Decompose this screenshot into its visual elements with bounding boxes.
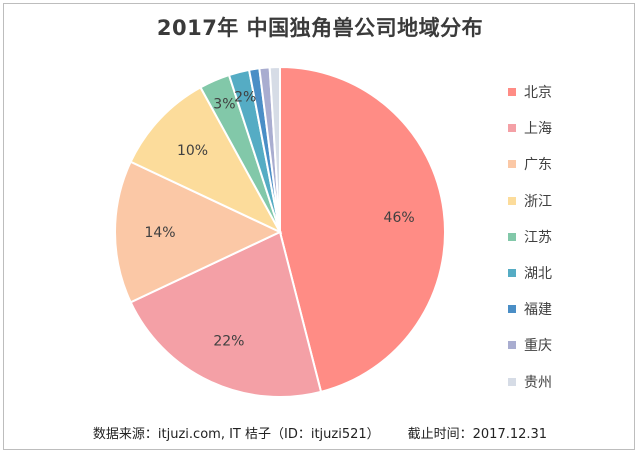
legend-item-3: 广东: [508, 146, 628, 182]
legend-swatch: [508, 88, 516, 97]
legend-item-8: 重庆: [508, 327, 628, 363]
pie-slice-1: [279, 65, 446, 394]
chart-title: 2017年 中国独角兽公司地域分布: [156, 16, 484, 40]
legend-swatch: [508, 305, 516, 314]
legend-label: 浙江: [524, 193, 552, 210]
legend-item-9: 贵州: [508, 364, 628, 400]
cutoff-date: 截止时间：2017.12.31: [407, 427, 548, 442]
legend-item-4: 浙江: [508, 183, 628, 219]
legend-item-6: 湖北: [508, 255, 628, 291]
legend-label: 北京: [524, 85, 552, 102]
pie-data-labels: 46% 22% 14% 10% 3%2%: [144, 89, 414, 349]
legend-label: 湖北: [524, 266, 552, 283]
legend-swatch: [508, 341, 516, 350]
footer-source: 数据来源：itjuzi.com, IT 桔子（ID：itjuzi521） 截止时间…: [0, 423, 640, 442]
legend-swatch: [508, 377, 516, 386]
legend-swatch: [508, 124, 516, 133]
legend-item-1: 北京: [508, 74, 628, 110]
legend-item-2: 上海: [508, 110, 628, 146]
data-label-2: 22%: [213, 334, 244, 350]
legend-item-7: 福建: [508, 291, 628, 327]
data-label-3: 14%: [144, 225, 175, 241]
data-label-6: 2%: [234, 89, 256, 105]
pie-slice-3: [113, 160, 283, 304]
legend-swatch: [508, 160, 516, 169]
legend-label: 重庆: [524, 338, 552, 355]
legend-item-5: 江苏: [508, 219, 628, 255]
legend-label: 福建: [524, 302, 552, 319]
source-text: 数据来源：itjuzi.com, IT 桔子（ID：itjuzi521）: [92, 427, 380, 442]
data-label-5: 3%: [213, 97, 235, 113]
legend-label: 上海: [524, 121, 552, 138]
legend-swatch: [508, 232, 516, 241]
data-label-4: 10%: [177, 143, 208, 159]
data-label-1: 46%: [384, 210, 415, 226]
pie-slice-4: [129, 86, 283, 235]
legend-swatch: [508, 269, 516, 278]
pie-slice-9: [268, 65, 281, 233]
legend-label: 江苏: [524, 229, 552, 246]
legend-swatch: [508, 196, 516, 205]
pie-slice-2: [129, 230, 323, 399]
chart-legend: 北京上海广东浙江江苏湖北福建重庆贵州: [508, 74, 628, 400]
pie-slices: [113, 65, 446, 399]
legend-label: 贵州: [524, 374, 552, 391]
legend-label: 广东: [524, 157, 552, 174]
